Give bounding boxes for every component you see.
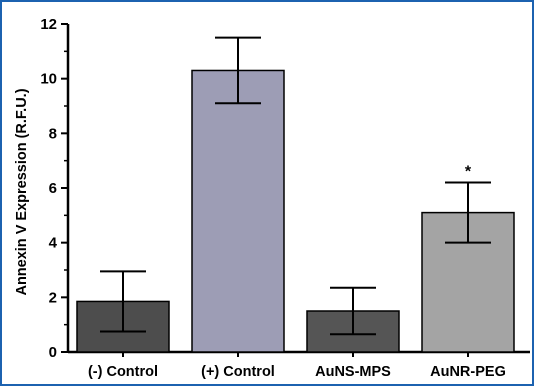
y-tick-label-3: 6 — [49, 180, 57, 197]
y-tick-label-4: 8 — [49, 125, 57, 142]
x-tick-label-3: AuNR-PEG — [430, 364, 506, 380]
y-tick-label-6: 12 — [40, 16, 57, 33]
y-tick-label-5: 10 — [40, 71, 57, 88]
y-tick-label-2: 4 — [49, 235, 58, 252]
plot-area: 0 2 4 6 8 10 12 (-) Control (+) Control AuNS-MPS A… — [40, 16, 530, 380]
x-tick-label-0: (-) Control — [88, 364, 158, 380]
x-tick-label-2: AuNS-MPS — [315, 364, 391, 380]
bar-1 — [191, 69, 285, 353]
significance-marker-0: * — [465, 164, 472, 181]
y-axis-title: Annexin V Expression (R.F.U.) — [14, 88, 30, 295]
x-tick-label-1: (+) Control — [201, 364, 275, 380]
y-tick-label-0: 0 — [49, 344, 57, 361]
y-tick-label-1: 2 — [49, 289, 57, 306]
